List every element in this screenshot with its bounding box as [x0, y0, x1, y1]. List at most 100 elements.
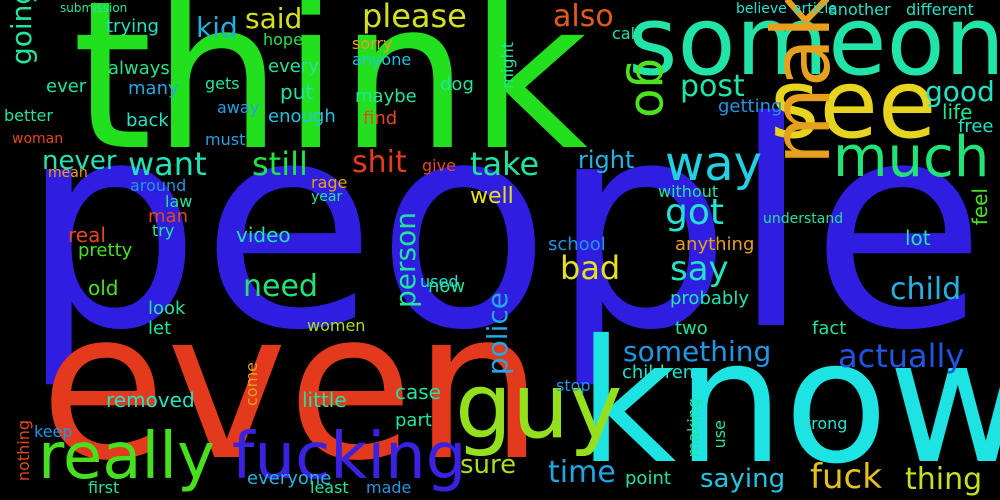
word-school: school	[548, 234, 606, 255]
word-please: please	[362, 0, 467, 35]
word-must: must	[205, 130, 246, 149]
word-going: going	[5, 0, 38, 65]
word-keep: keep	[34, 422, 73, 441]
word-good: good	[925, 75, 995, 108]
word-know: know	[578, 304, 1000, 500]
word-year: year	[311, 189, 343, 205]
word-kid: kid	[196, 11, 238, 44]
word-believe: believe	[736, 1, 787, 17]
word-time: time	[548, 455, 616, 490]
word-use: use	[710, 420, 729, 449]
word-want: want	[128, 145, 207, 183]
word-back: back	[126, 110, 169, 131]
word-try: try	[152, 221, 175, 240]
word-make: make	[755, 0, 848, 165]
word-submission: submission	[60, 1, 128, 15]
word-never: never	[42, 146, 117, 176]
word-give: give	[422, 156, 456, 175]
word-bad: bad	[560, 249, 621, 287]
word-might: might	[498, 42, 517, 89]
word-old: old	[88, 276, 119, 300]
word-point: point	[625, 468, 671, 489]
word-much: much	[833, 125, 990, 190]
word-let: let	[148, 318, 172, 339]
word-think: think	[72, 0, 588, 196]
word-actually: actually	[838, 337, 965, 375]
word-least: least	[310, 478, 349, 497]
word-case: case	[395, 380, 441, 404]
word-still: still	[252, 145, 308, 183]
word-getting: getting	[718, 96, 783, 117]
word-removed: removed	[106, 388, 195, 412]
word-way: way	[665, 136, 763, 192]
word-law: law	[165, 192, 193, 211]
word-rage: rage	[311, 173, 348, 192]
word-even: even	[40, 268, 544, 500]
word-child: child	[890, 272, 962, 307]
word-anyone: anyone	[352, 50, 412, 69]
word-everyone: everyone	[247, 468, 332, 489]
word-always: always	[108, 58, 170, 79]
word-video: video	[236, 223, 291, 247]
word-gets: gets	[205, 74, 240, 93]
word-article: article	[793, 1, 837, 17]
word-pretty: pretty	[78, 240, 133, 261]
word-got: got	[665, 192, 724, 233]
word-woman: woman	[12, 131, 64, 147]
word-something: something	[623, 335, 772, 368]
word-fucking: fucking	[232, 420, 467, 494]
word-really: really	[38, 420, 215, 494]
word-around: around	[130, 176, 187, 195]
word-nothing: nothing	[14, 420, 33, 482]
word-police: police	[481, 292, 514, 376]
word-need: need	[243, 269, 318, 304]
word-take: take	[470, 145, 540, 183]
word-see: see	[770, 50, 937, 160]
word-fact: fact	[812, 318, 847, 339]
word-wrong: wrong	[798, 414, 848, 433]
word-look: look	[148, 298, 186, 319]
word-call: call	[612, 24, 640, 43]
word-making: making	[684, 398, 703, 458]
word-stop: stop	[556, 376, 591, 395]
word-person: person	[389, 212, 422, 308]
word-made: made	[366, 478, 412, 497]
word-part: part	[395, 410, 432, 431]
word-free: free	[958, 116, 994, 137]
word-understand: understand	[763, 211, 844, 227]
word-saying: saying	[700, 464, 786, 494]
word-right: right	[578, 146, 635, 174]
word-post: post	[680, 69, 745, 104]
word-now: now	[428, 276, 466, 297]
word-mean: mean	[48, 165, 88, 181]
word-put: put	[280, 80, 314, 104]
word-thing: thing	[905, 462, 983, 497]
word-go: go	[624, 58, 680, 118]
word-feel: feel	[968, 188, 992, 226]
word-dog: dog	[440, 74, 474, 95]
word-ever: ever	[46, 76, 87, 97]
word-man: man	[148, 206, 188, 227]
word-away: away	[217, 98, 260, 117]
word-maybe: maybe	[355, 86, 417, 107]
word-come: come	[242, 362, 261, 407]
word-probably: probably	[670, 288, 749, 309]
word-also: also	[553, 0, 614, 34]
word-first: first	[88, 478, 120, 497]
word-women: women	[307, 316, 366, 335]
word-every: every	[268, 56, 319, 77]
word-different: different	[906, 0, 974, 19]
word-children: children	[622, 362, 695, 383]
word-sorry: sorry	[352, 34, 393, 53]
word-real: real	[68, 223, 106, 247]
word-lot: lot	[905, 226, 931, 250]
word-someone: someone	[628, 0, 1000, 97]
word-guy: guy	[455, 354, 623, 459]
word-better: better	[4, 106, 53, 125]
word-said: said	[245, 2, 303, 35]
word-say: say	[670, 249, 729, 289]
word-hope: hope	[263, 30, 303, 49]
word-shit: shit	[352, 145, 407, 180]
word-another: another	[828, 0, 891, 19]
